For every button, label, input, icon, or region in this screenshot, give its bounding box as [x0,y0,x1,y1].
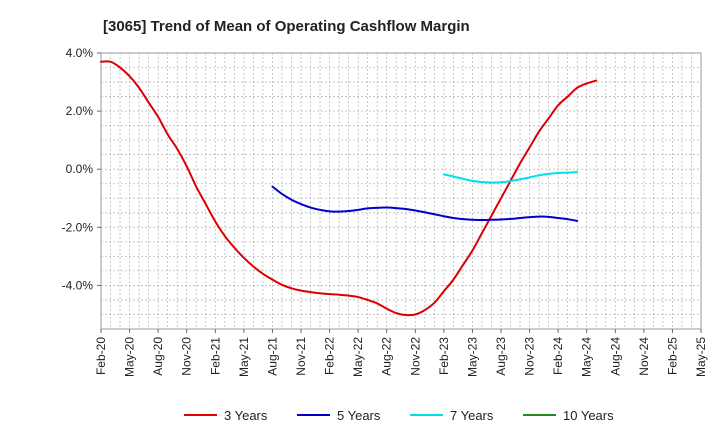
x-tick-label: Nov-24 [637,337,651,376]
y-tick-label: -2.0% [62,220,94,234]
y-tick-label: 2.0% [66,104,94,118]
grid-lines [101,53,701,329]
legend-label: 7 Years [450,408,494,423]
chart-title: [3065] Trend of Mean of Operating Cashfl… [103,18,470,35]
x-tick-label: Nov-20 [180,337,194,376]
y-tick-label: -4.0% [62,278,94,292]
legend-label: 3 Years [224,408,268,423]
series-lines [100,60,598,317]
x-tick-label: May-22 [351,337,365,377]
legend-label: 5 Years [337,408,381,423]
series-line-5-years [271,185,579,222]
x-tick-label: May-25 [694,337,708,377]
x-tick-label: Aug-24 [608,337,622,376]
x-tick-label: Aug-23 [494,337,508,376]
y-axis: 4.0% 2.0% 0.0% -2.0% -4.0% [62,46,101,292]
series-line-3-years [100,60,598,317]
series-line-7-years [442,171,579,184]
x-tick-label: Nov-23 [523,337,537,376]
x-axis: Feb-20 May-20 Aug-20 Nov-20 Feb-21 May-21 Aug-… [94,329,708,377]
legend-label: 10 Years [563,408,614,423]
x-tick-label: Aug-21 [265,337,279,376]
x-tick-label: Nov-22 [408,337,422,376]
y-tick-label: 0.0% [66,162,94,176]
x-tick-label: May-24 [580,337,594,377]
x-tick-label: Aug-22 [380,337,394,376]
x-tick-label: Feb-25 [665,337,679,375]
x-tick-label: May-23 [465,337,479,377]
x-tick-label: May-20 [123,337,137,377]
x-tick-label: Feb-23 [437,337,451,375]
legend: 3 Years 5 Years 7 Years 10 Years [184,408,614,423]
x-tick-label: Feb-21 [208,337,222,375]
x-tick-label: Feb-22 [323,337,337,375]
plot-area [100,52,702,330]
x-tick-label: Aug-20 [151,337,165,376]
x-tick-label: May-21 [237,337,251,377]
x-tick-label: Feb-20 [94,337,108,375]
y-tick-label: 4.0% [66,46,94,60]
x-tick-label: Nov-21 [294,337,308,376]
x-tick-label: Feb-24 [551,337,565,375]
